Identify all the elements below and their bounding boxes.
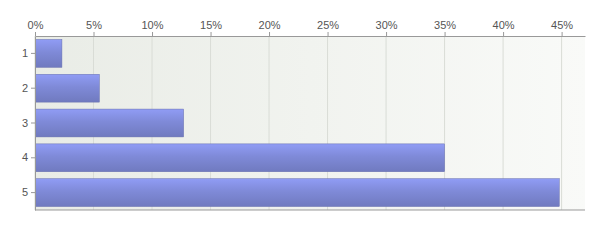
tick-mark xyxy=(35,32,36,36)
tick: 45% xyxy=(551,19,573,36)
tick-label: 15% xyxy=(200,19,222,31)
tick: 15% xyxy=(200,19,222,36)
bar xyxy=(35,109,184,137)
bar xyxy=(35,74,99,102)
tick-label: 4 xyxy=(22,151,28,163)
bar xyxy=(35,39,62,67)
tick-label: 2 xyxy=(22,82,28,94)
tick-label: 3 xyxy=(22,117,28,129)
tick: 5 xyxy=(22,186,35,198)
bar xyxy=(35,144,445,172)
tick: 0% xyxy=(28,19,44,36)
tick: 1 xyxy=(22,47,35,59)
tick-mark xyxy=(445,32,446,36)
plot-background xyxy=(35,36,585,210)
tick-label: 20% xyxy=(259,19,281,31)
tick: 3 xyxy=(22,117,35,129)
tick: 40% xyxy=(493,19,515,36)
x-axis: 0% 5% 10% 15% 20% 25% 30% 35% 40% 45% xyxy=(28,19,586,37)
tick-mark xyxy=(269,32,270,36)
tick-mark xyxy=(31,192,35,193)
tick: 10% xyxy=(142,19,164,36)
grid xyxy=(35,36,562,210)
tick-mark xyxy=(31,88,35,89)
tick: 20% xyxy=(259,19,281,36)
tick-mark xyxy=(503,32,504,36)
grid-line xyxy=(561,36,562,210)
tick-mark xyxy=(386,32,387,36)
tick-label: 45% xyxy=(551,19,573,31)
tick-label: 0% xyxy=(28,19,44,31)
tick: 2 xyxy=(22,82,35,94)
chart: 0% 5% 10% 15% 20% 25% 30% 35% 40% 45% 1 2 3 4 5 xyxy=(0,0,600,225)
tick-mark xyxy=(152,32,153,36)
plot: 0% 5% 10% 15% 20% 25% 30% 35% 40% 45% 1 2 3 4 5 xyxy=(22,19,586,211)
tick-label: 25% xyxy=(317,19,339,31)
tick: 35% xyxy=(434,19,456,36)
tick-label: 5 xyxy=(22,186,28,198)
tick-mark xyxy=(31,157,35,158)
tick-mark xyxy=(31,53,35,54)
tick-mark xyxy=(94,32,95,36)
bar xyxy=(35,179,559,207)
tick: 25% xyxy=(317,19,339,36)
tick-label: 30% xyxy=(376,19,398,31)
axis-line xyxy=(35,37,36,211)
tick: 5% xyxy=(86,19,102,36)
tick-mark xyxy=(328,32,329,36)
tick-mark xyxy=(211,32,212,36)
y-axis: 1 2 3 4 5 xyxy=(22,37,36,211)
plot-frame xyxy=(35,210,585,211)
axis-line xyxy=(36,36,586,37)
tick-label: 10% xyxy=(142,19,164,31)
tick-mark xyxy=(31,123,35,124)
tick-label: 40% xyxy=(493,19,515,31)
tick-label: 5% xyxy=(86,19,102,31)
tick-mark xyxy=(562,32,563,36)
tick-label: 35% xyxy=(434,19,456,31)
tick: 30% xyxy=(376,19,398,36)
tick-label: 1 xyxy=(22,47,28,59)
tick: 4 xyxy=(22,151,35,163)
bars xyxy=(35,39,559,206)
